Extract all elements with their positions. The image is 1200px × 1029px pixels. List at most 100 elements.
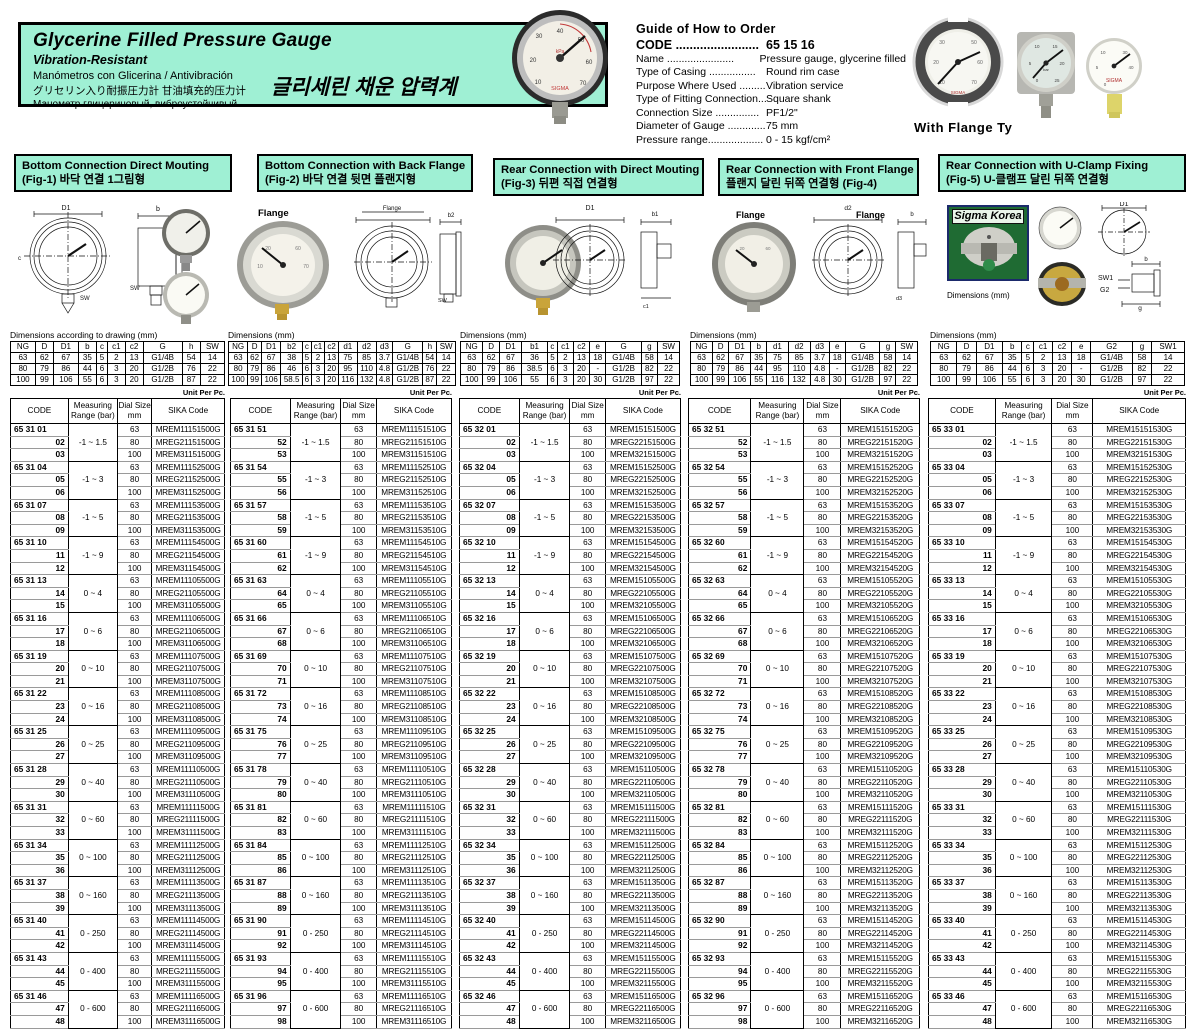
table-row: 70 80 MREG21107510G (230, 662, 453, 676)
table-row: 20 80 MREG22107530G (928, 662, 1186, 676)
th-dial: Dial Size mm (340, 398, 377, 424)
dim-cell: 62 (712, 352, 730, 364)
dial-size-cell: 100 (340, 599, 377, 613)
svg-text:40: 40 (1128, 65, 1134, 70)
product-code-cell: 65 31 75 (230, 725, 291, 739)
product-code-cell: 67 (230, 624, 291, 639)
product-code-cell: 65 32 57 (687, 498, 752, 513)
product-code-cell: 65 31 04 (10, 460, 69, 475)
sika-code-cell: MREG22107530G (1092, 662, 1186, 676)
dim-cell: G1/4B (1090, 352, 1133, 364)
product-code-cell: 65 31 37 (10, 876, 69, 890)
dim-cell: 75 (338, 352, 358, 364)
table-row: 65 32 43 0 - 400 63 MREM15115500G (459, 951, 682, 991)
dial-size-cell: 100 (1051, 485, 1094, 500)
product-code-cell: 12 (928, 561, 996, 576)
dim-cell: 2 (557, 352, 574, 364)
table-row: 65 32 28 0 ~ 40 63 MREM15110500G (459, 763, 682, 802)
measuring-range-cell: 0 ~ 10 (518, 649, 571, 689)
dial-size-cell: 63 (803, 725, 842, 739)
table-row: 89 100 MREM31113510G (230, 901, 453, 916)
table-row: 73 80 MREG21108510G (230, 700, 453, 714)
dim-th: D1 (975, 341, 1004, 353)
measuring-range-cell: 0 ~ 40 (67, 763, 118, 802)
dim-cell: 62 (956, 352, 977, 364)
th-code: CODE (459, 398, 520, 424)
sika-code-cell: MREM32107520G (840, 674, 920, 689)
product-code-cell: 59 (687, 523, 752, 538)
product-code-cell: 65 32 51 (687, 423, 752, 437)
guide-row-connection-size: Connection Size ............... PF1/2" (636, 107, 906, 121)
sika-code-cell: MREM11109500G (151, 725, 225, 739)
dim-th: G2 (1090, 341, 1133, 353)
product-code-cell: 15 (10, 599, 69, 613)
dial-size-cell: 100 (569, 977, 606, 991)
dim-th: SW (199, 341, 226, 353)
dim-cell: 44 (77, 363, 97, 375)
drawing-label-d2-fig4: d2 (844, 205, 852, 212)
product-code-cell: 33 (10, 826, 69, 840)
drawing-label-d1: D1 (62, 205, 71, 212)
product-code-cell: 20 (10, 662, 69, 676)
measuring-range-cell: 0 ~ 10 (750, 649, 805, 689)
table-row: 14 80 MREG21105500G (10, 586, 225, 601)
table-row: 65 31 72 0 ~ 16 63 MREM11108510G (230, 687, 453, 727)
measuring-range-cell: 0 - 400 (67, 951, 118, 991)
table-row: 27 100 MREM32109500G (459, 750, 682, 765)
sika-code-cell: MREM11106500G (151, 611, 225, 626)
measuring-range-cell: 0 - 600 (750, 989, 805, 1029)
unit-per-pc-label: Unit Per Pc. (1143, 388, 1186, 397)
sika-code-cell: MREG22112500G (604, 851, 682, 865)
dial-size-cell: 80 (803, 737, 842, 752)
product-code-cell: 65 32 93 (687, 951, 752, 966)
sika-code-cell: MREG21106510G (375, 624, 453, 639)
sika-code-cell: MREM15113520G (840, 876, 920, 890)
product-code-cell: 65 32 84 (687, 838, 752, 853)
dial-size-cell: 63 (803, 687, 842, 702)
table-row: 80 100 MREM32110520G (687, 788, 920, 802)
table-row: 55 80 MREG21152510G (230, 473, 453, 487)
dial-size-cell: 63 (1051, 800, 1094, 815)
product-code-cell: 65 32 90 (687, 914, 752, 928)
product-code-cell: 03 (10, 448, 69, 462)
dim-cell: 22 (199, 374, 226, 386)
svg-text:25: 25 (1054, 78, 1060, 83)
th-range: Measuring Range (bar) (67, 398, 118, 424)
product-title: Glycerine Filled Pressure Gauge (33, 30, 332, 51)
sika-code-cell: MREG22110500G (604, 775, 682, 790)
product-code-cell: 14 (10, 586, 69, 601)
table-row: 65 31 16 0 ~ 6 63 MREM11106500G (10, 611, 225, 651)
sika-code-cell: MREG22114520G (840, 926, 920, 941)
table-row: 02 80 MREG21151500G (10, 435, 225, 450)
dim-cell: 132 (356, 374, 377, 386)
dim-cell: 22 (1151, 363, 1185, 375)
dial-size-cell: 80 (1051, 624, 1094, 639)
dim-cell: 99 (247, 374, 263, 386)
product-code-cell: 65 32 13 (459, 574, 520, 588)
dial-size-cell: 80 (340, 813, 377, 827)
dim-cell: 3 (310, 363, 326, 375)
table-row: 65 32 93 0 - 400 63 MREM15115520G (687, 951, 920, 991)
svg-text:5: 5 (1096, 65, 1099, 70)
product-code-cell: 65 33 37 (928, 876, 996, 890)
sika-code-cell: MREM32109520G (840, 750, 920, 765)
sika-code-cell: MREG21114510G (375, 926, 453, 941)
table-row: 65 31 28 0 ~ 40 63 MREM11110500G (10, 763, 225, 802)
dim-cell: 5 (302, 352, 312, 364)
table-row: 38 80 MREG22113500G (459, 888, 682, 903)
dial-size-cell: 63 (340, 611, 377, 626)
dim-row: 63 62 67 36 5 2 13 18 G1/4B 58 14 (459, 352, 680, 364)
sika-code-cell: MREM11109510G (375, 725, 453, 739)
sika-code-cell: MREM11151510G (375, 423, 453, 437)
svg-text:SIGMA: SIGMA (551, 86, 569, 92)
dim-th: c (1021, 341, 1035, 353)
product-code-cell: 29 (459, 775, 520, 790)
sika-code-cell: MREG22105500G (604, 586, 682, 601)
drawing-label-sw1: SW1 (1098, 275, 1113, 282)
svg-text:70: 70 (580, 81, 587, 87)
product-code-cell: 65 31 72 (230, 687, 291, 702)
product-code-cell: 39 (928, 901, 996, 916)
dim-cell: G1/2B (844, 363, 881, 375)
table-row: 02 80 MREG22151500G (459, 435, 682, 450)
dial-size-cell: 80 (569, 473, 606, 487)
